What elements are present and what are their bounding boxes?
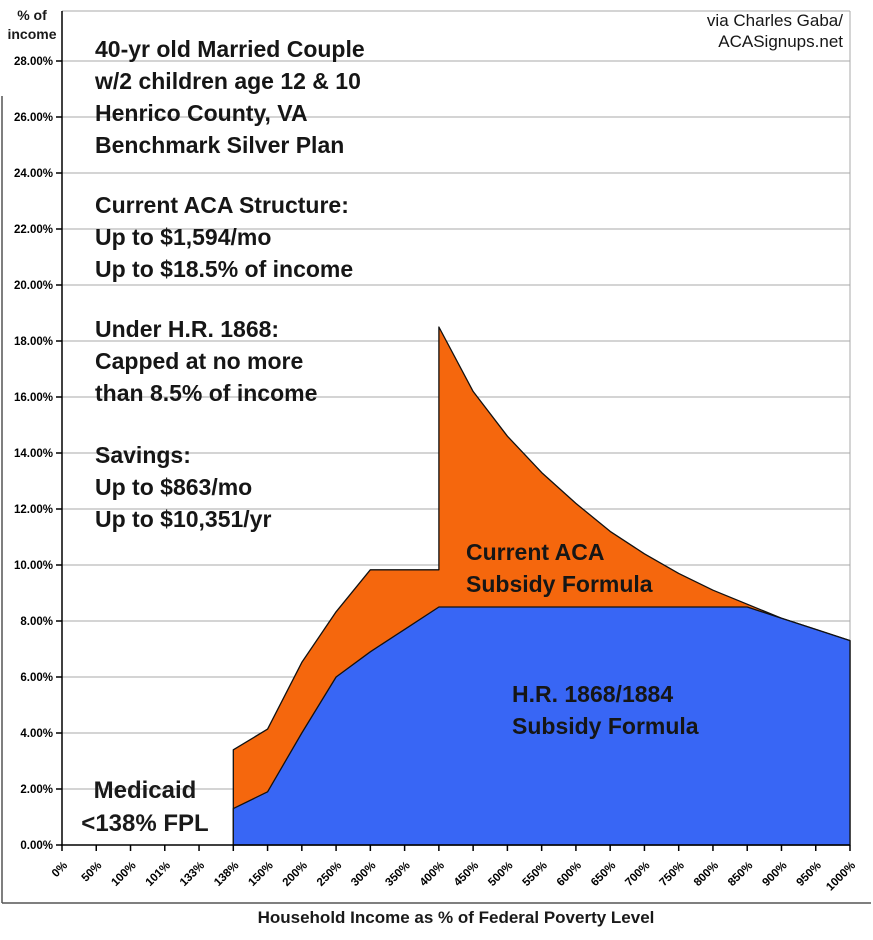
x-tick-label: 1000%: [824, 860, 858, 894]
x-tick-label: 400%: [418, 860, 447, 889]
x-tick-label: 700%: [623, 860, 652, 889]
x-tick-label: 100%: [109, 860, 138, 889]
x-tick-label: 50%: [80, 860, 105, 885]
y-tick-label: 10.00%: [14, 560, 53, 572]
y-tick-label: 4.00%: [20, 728, 53, 740]
x-tick-label: 0%: [50, 860, 70, 880]
x-tick-label: 750%: [658, 860, 687, 889]
y-tick-label: 26.00%: [14, 112, 53, 124]
x-tick-label: 101%: [144, 860, 173, 889]
y-axis-unit-label: % of income: [7, 7, 57, 42]
x-axis-title: Household Income as % of Federal Poverty…: [257, 908, 655, 927]
hr1868-cap-annotation: Under H.R. 1868: Capped at no more than …: [95, 316, 318, 406]
y-tick-label: 20.00%: [14, 280, 53, 292]
current-aca-structure-annotation: Current ACA Structure: Up to $1,594/mo U…: [95, 192, 354, 282]
source-credit: via Charles Gaba/ ACASignups.net: [706, 11, 843, 51]
orange-series-label: Current ACA Subsidy Formula: [466, 539, 653, 597]
x-tick-label: 800%: [692, 860, 721, 889]
y-tick-label: 22.00%: [14, 224, 53, 236]
x-tick-label: 133%: [178, 860, 207, 889]
x-tick-label: 138%: [212, 860, 241, 889]
y-tick-label: 24.00%: [14, 168, 53, 180]
x-tick-label: 950%: [795, 860, 824, 889]
medicaid-region-label: Medicaid <138% FPL: [81, 777, 209, 837]
x-tick-label: 600%: [555, 860, 584, 889]
y-tick-label: 8.00%: [20, 616, 53, 628]
x-tick-label: 900%: [760, 860, 789, 889]
y-tick-label: 14.00%: [14, 448, 53, 460]
savings-annotation: Savings: Up to $863/mo Up to $10,351/yr: [95, 442, 272, 532]
household-description-annotation: 40-yr old Married Couple w/2 children ag…: [95, 36, 365, 158]
x-tick-label: 350%: [383, 860, 412, 889]
x-tick-label: 300%: [349, 860, 378, 889]
x-tick-label: 550%: [521, 860, 550, 889]
y-tick-label: 2.00%: [20, 784, 53, 796]
blue-series-label: H.R. 1868/1884 Subsidy Formula: [512, 681, 699, 739]
x-tick-label: 250%: [315, 860, 344, 889]
x-tick-label: 450%: [452, 860, 481, 889]
y-tick-label: 28.00%: [14, 56, 53, 68]
y-tick-label: 16.00%: [14, 392, 53, 404]
y-tick-label: 18.00%: [14, 336, 53, 348]
y-tick-label: 6.00%: [20, 672, 53, 684]
x-tick-label: 850%: [726, 860, 755, 889]
x-tick-label: 500%: [486, 860, 515, 889]
y-tick-label: 0.00%: [20, 840, 53, 852]
x-tick-label: 150%: [246, 860, 275, 889]
blue-area-hr1868: [232, 606, 851, 846]
y-tick-label: 12.00%: [14, 504, 53, 516]
x-tick-label: 650%: [589, 860, 618, 889]
x-tick-label: 200%: [281, 860, 310, 889]
